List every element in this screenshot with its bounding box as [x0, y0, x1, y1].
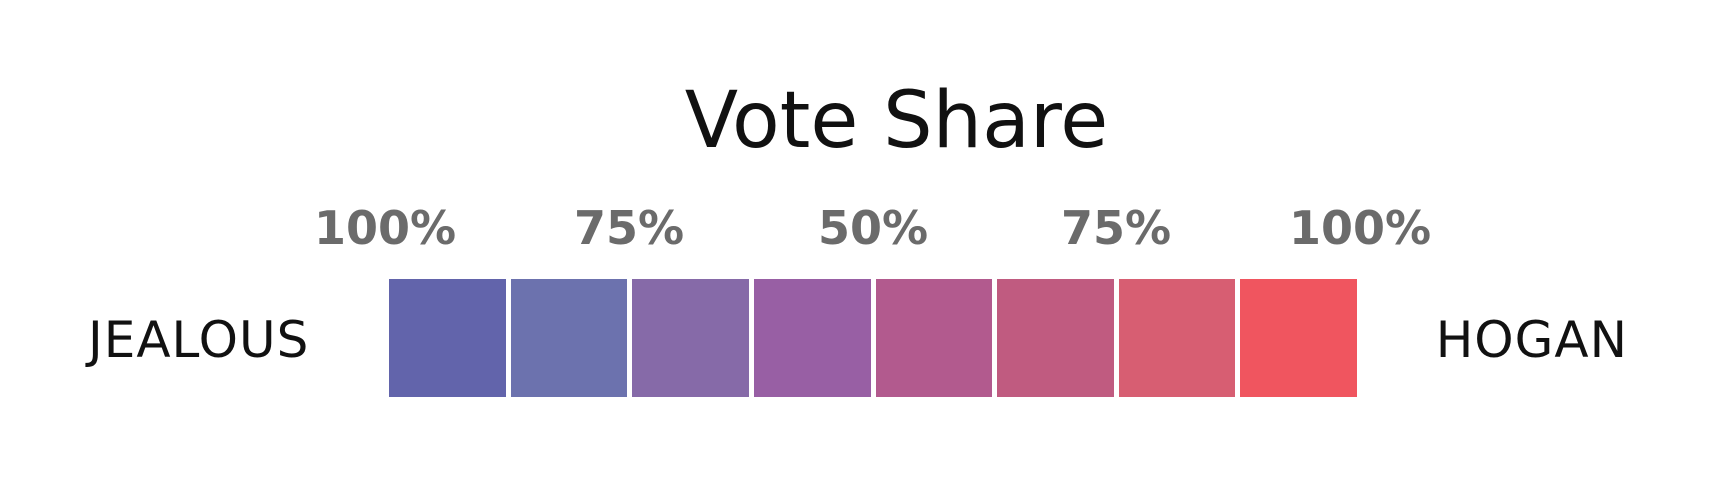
color-bin-8 [1240, 279, 1357, 397]
left-candidate-label: JEALOUS [88, 311, 310, 369]
tick-label: 75% [1060, 201, 1172, 255]
tick-label: 75% [573, 201, 685, 255]
chart-title: Vote Share [684, 76, 1109, 166]
tick-label: 100% [313, 201, 457, 255]
color-bin-6 [997, 279, 1114, 397]
color-bin-1 [389, 279, 506, 397]
color-bin-5 [875, 279, 993, 397]
color-bin-4 [753, 279, 871, 397]
tick-label: 100% [1288, 201, 1432, 255]
color-bin-3 [632, 279, 749, 397]
color-bin-7 [1118, 279, 1236, 397]
tick-label: 50% [817, 201, 929, 255]
color-bin-2 [510, 279, 628, 397]
right-candidate-label: HOGAN [1435, 311, 1628, 369]
